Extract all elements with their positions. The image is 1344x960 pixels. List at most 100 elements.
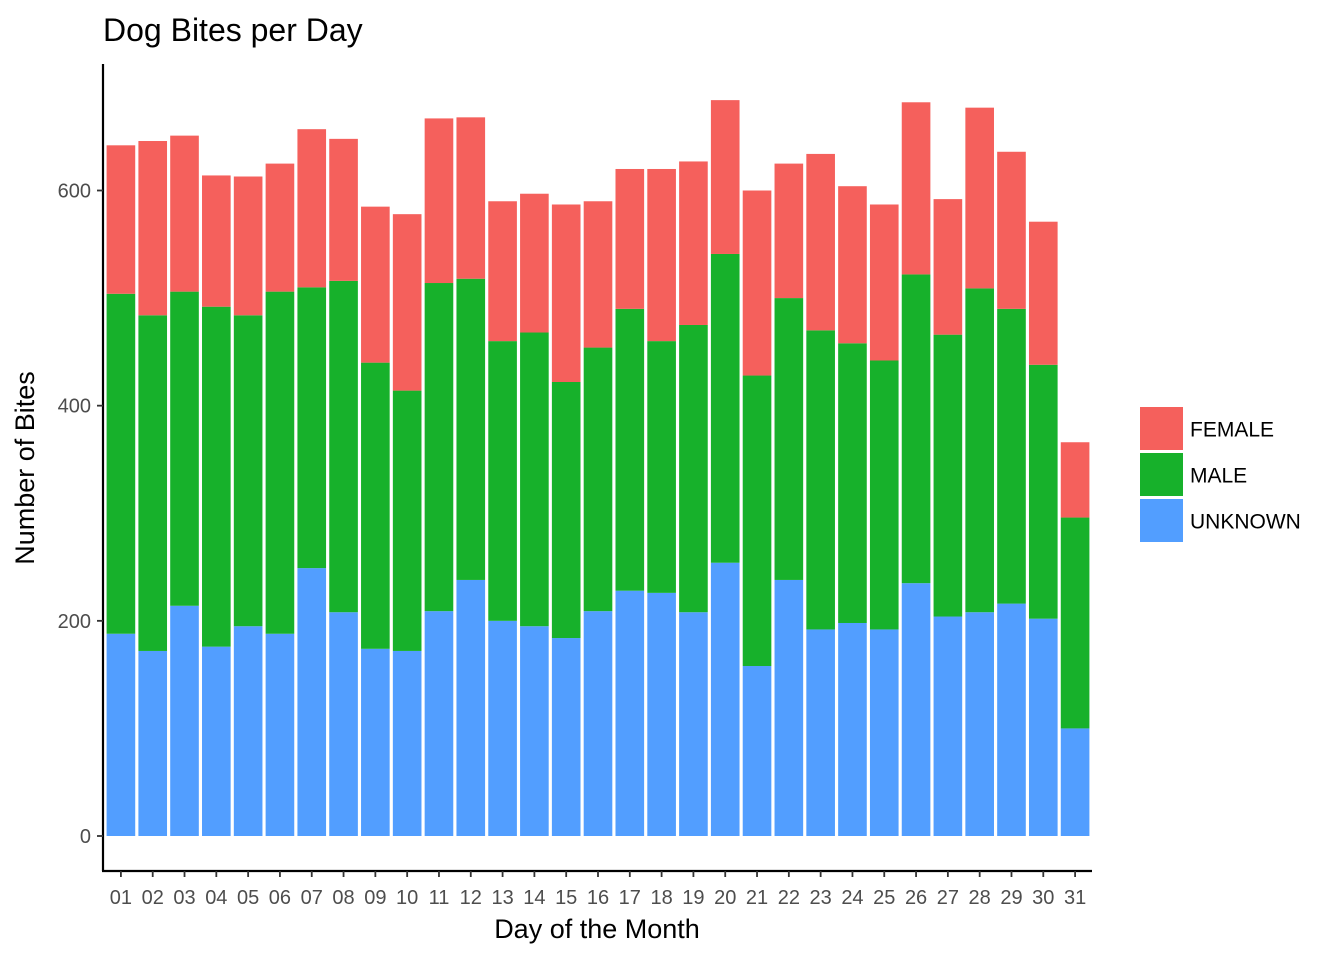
bar-female-day-11	[424, 118, 454, 284]
bar-unknown-day-27	[933, 616, 963, 836]
bar-male-day-22	[774, 298, 804, 580]
bar-unknown-day-01	[106, 633, 136, 836]
x-tick-label-03: 03	[173, 887, 195, 909]
x-tick-label-27: 27	[937, 887, 959, 909]
legend-key-male	[1140, 453, 1183, 496]
bar-male-day-31	[1060, 517, 1090, 729]
bar-unknown-day-14	[520, 626, 549, 836]
x-tick-label-21: 21	[746, 887, 768, 909]
bar-female-day-09	[361, 206, 390, 363]
axes-layer	[101, 64, 1092, 873]
y-axis-title: Number of Bites	[10, 371, 40, 565]
bar-female-day-07	[297, 129, 327, 288]
x-tick-label-06: 06	[269, 887, 291, 909]
bar-female-day-24	[838, 186, 867, 344]
bar-female-day-13	[488, 201, 517, 342]
bar-female-day-16	[583, 201, 613, 348]
bar-unknown-day-23	[806, 629, 835, 836]
bar-male-day-04	[202, 306, 231, 647]
bar-female-day-15	[551, 204, 581, 382]
x-tick-label-20: 20	[714, 887, 736, 909]
bar-male-day-09	[361, 362, 390, 649]
bar-female-day-26	[901, 102, 931, 275]
x-tick-label-23: 23	[810, 887, 832, 909]
x-tick-label-08: 08	[332, 887, 354, 909]
bar-female-day-06	[265, 163, 295, 292]
bar-female-day-22	[774, 163, 804, 299]
x-tick-label-09: 09	[364, 887, 386, 909]
x-tick-label-02: 02	[142, 887, 164, 909]
x-tick-label-13: 13	[491, 887, 513, 909]
bar-female-day-25	[869, 204, 899, 361]
bar-male-day-07	[297, 287, 327, 569]
x-tick-label-25: 25	[873, 887, 895, 909]
x-tick-label-29: 29	[1000, 887, 1022, 909]
legend: FEMALE MALE UNKNOWN	[1140, 407, 1301, 542]
x-tick-label-18: 18	[650, 887, 672, 909]
bar-male-day-02	[138, 315, 168, 651]
y-tick-label-600: 600	[58, 181, 91, 203]
bar-male-day-13	[488, 341, 517, 621]
bar-female-day-23	[806, 153, 835, 331]
bar-female-day-20	[710, 100, 740, 254]
bar-female-day-03	[170, 135, 199, 292]
x-tick-label-22: 22	[778, 887, 800, 909]
bar-unknown-day-02	[138, 650, 168, 836]
bar-male-day-18	[647, 341, 676, 593]
bar-male-day-17	[615, 308, 645, 591]
bar-unknown-day-20	[710, 562, 740, 836]
x-tick-label-19: 19	[682, 887, 704, 909]
bar-unknown-day-11	[424, 611, 454, 836]
bars-layer	[106, 100, 1090, 836]
bar-male-day-15	[551, 382, 581, 639]
bar-male-day-01	[106, 293, 136, 634]
bar-unknown-day-17	[615, 590, 645, 836]
bar-unknown-day-15	[551, 638, 581, 836]
x-tick-label-17: 17	[619, 887, 641, 909]
bar-female-day-08	[329, 138, 358, 281]
bar-male-day-26	[901, 274, 931, 584]
bar-female-day-02	[138, 141, 168, 316]
bar-male-day-11	[424, 283, 454, 612]
bar-unknown-day-29	[997, 603, 1026, 836]
y-tick-label-0: 0	[80, 826, 91, 848]
x-tick-label-15: 15	[555, 887, 577, 909]
bar-unknown-day-28	[965, 612, 994, 836]
x-tick-label-16: 16	[587, 887, 609, 909]
bar-male-day-24	[838, 343, 867, 623]
x-tick-label-31: 31	[1064, 887, 1086, 909]
bar-unknown-day-18	[647, 592, 676, 836]
bar-female-day-04	[202, 175, 231, 307]
bar-unknown-day-21	[742, 666, 772, 836]
bar-female-day-14	[520, 193, 549, 333]
bar-male-day-25	[869, 360, 899, 630]
bar-unknown-day-24	[838, 622, 867, 836]
bar-male-day-16	[583, 347, 613, 612]
bar-unknown-day-06	[265, 633, 295, 836]
bar-female-day-27	[933, 199, 963, 335]
bar-male-day-12	[456, 278, 486, 580]
ticks-layer: 0 200 400 600 01 02 03 04 05 06 07 08 09 10 11 12 13 14 15…	[58, 181, 1087, 910]
bar-unknown-day-22	[774, 579, 804, 836]
bar-male-day-08	[329, 280, 358, 613]
bar-female-day-05	[233, 176, 263, 316]
x-tick-label-04: 04	[205, 887, 227, 909]
bar-unknown-day-10	[392, 650, 422, 836]
legend-label-female: FEMALE	[1190, 419, 1274, 442]
x-tick-label-26: 26	[905, 887, 927, 909]
x-tick-label-10: 10	[396, 887, 418, 909]
y-tick-label-200: 200	[58, 611, 91, 633]
bar-unknown-day-25	[869, 629, 899, 836]
x-axis-title: Day of the Month	[494, 914, 700, 944]
bar-female-day-01	[106, 145, 136, 294]
bar-male-day-20	[710, 253, 740, 563]
bar-male-day-03	[170, 291, 199, 606]
x-tick-label-05: 05	[237, 887, 259, 909]
bar-male-day-23	[806, 330, 835, 630]
bar-unknown-day-04	[202, 646, 231, 836]
x-tick-label-30: 30	[1032, 887, 1054, 909]
bar-unknown-day-26	[901, 583, 931, 836]
bar-male-day-10	[392, 390, 422, 651]
bar-male-day-21	[742, 375, 772, 667]
bar-unknown-day-08	[329, 612, 358, 836]
